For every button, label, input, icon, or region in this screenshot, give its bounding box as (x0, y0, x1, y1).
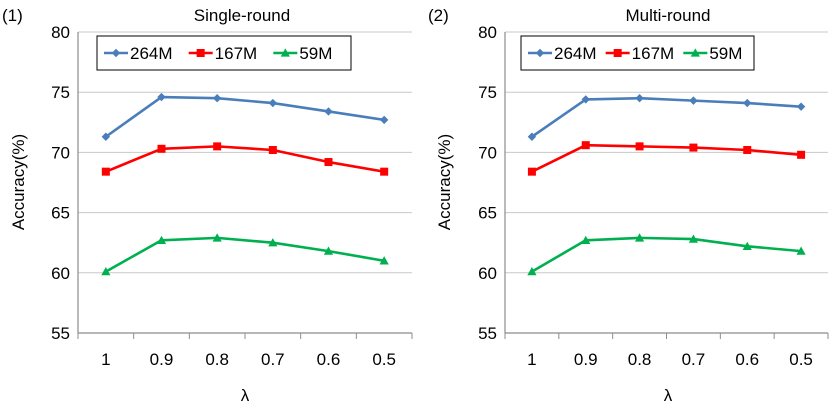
legend-label-167M: 167M (632, 44, 675, 63)
data-point-264M (268, 98, 278, 108)
data-point-167M (527, 167, 536, 176)
legend-marker-167M (196, 49, 205, 57)
x-axis-label: λ (241, 386, 250, 405)
chart-title: Multi-round (625, 6, 710, 25)
data-point-167M (213, 142, 222, 151)
legend-label-264M: 264M (554, 44, 597, 63)
y-tick-label: 70 (478, 143, 497, 162)
data-point-264M (101, 132, 111, 141)
legend: 264M 167M 59M (520, 35, 755, 71)
data-point-264M (689, 96, 698, 105)
data-point-59M (634, 233, 645, 242)
x-tick-label: 0.7 (682, 350, 706, 369)
y-tick-label: 60 (478, 264, 497, 283)
y-tick-label: 80 (51, 23, 70, 42)
legend-box (96, 35, 352, 71)
x-tick-label: 0.5 (372, 350, 396, 369)
data-point-264M (581, 95, 590, 104)
data-point-264M (379, 115, 389, 125)
data-point-167M (689, 143, 698, 152)
legend-label-59M: 59M (299, 44, 332, 63)
legend-label-167M: 167M (215, 44, 258, 63)
y-tick-label: 75 (478, 83, 497, 102)
y-tick-label: 55 (478, 324, 497, 343)
chart-panel-1: 55 60 65 70 75 80 1 0.9 0.8 0.7 0.6 0.5 (1) Single-ro… (2, 6, 413, 405)
x-tick-label: 0.8 (628, 350, 652, 369)
x-tick-label: 0.8 (205, 350, 229, 369)
data-point-264M (324, 107, 333, 116)
data-point-167M (581, 141, 590, 150)
legend-marker-59M (690, 48, 700, 57)
data-point-59M (268, 238, 278, 247)
data-point-59M (379, 256, 389, 265)
legend-marker-167M (613, 49, 622, 57)
y-tick-label: 60 (51, 264, 70, 283)
data-point-167M (380, 167, 389, 176)
x-tick-label: 1 (527, 350, 536, 369)
data-point-264M (212, 94, 222, 103)
series-line-167M (531, 143, 802, 173)
data-point-59M (323, 246, 334, 255)
y-axis-label: Accuracy(%) (435, 134, 454, 230)
data-point-167M (101, 167, 110, 176)
y-tick-label: 65 (478, 204, 497, 223)
data-point-59M (796, 246, 806, 255)
data-point-167M (268, 145, 277, 154)
legend-label-59M: 59M (709, 44, 742, 63)
y-tick-label: 55 (51, 324, 70, 343)
data-point-59M (101, 266, 111, 276)
data-point-264M (527, 132, 537, 141)
series-line-167M (105, 145, 385, 173)
x-tick-label: 0.6 (735, 350, 759, 369)
y-tick-label: 65 (51, 204, 70, 223)
x-tick-label: 0.7 (261, 350, 285, 369)
panel-label: (1) (2, 6, 23, 25)
panel-label: (2) (428, 6, 449, 25)
y-tick-label: 80 (478, 23, 497, 42)
x-tick-label: 0.9 (574, 350, 598, 369)
data-point-59M (742, 241, 752, 250)
legend: 264M 167M 59M (96, 35, 352, 71)
legend-box (520, 35, 755, 71)
chart-title: Single-round (194, 6, 290, 25)
data-point-264M (157, 92, 166, 102)
data-point-167M (157, 144, 166, 153)
series-line-264M (531, 96, 802, 138)
y-tick-label: 75 (51, 83, 70, 102)
data-point-59M (212, 233, 222, 242)
data-point-59M (688, 234, 699, 243)
x-tick-label: 0.5 (789, 350, 813, 369)
data-point-167M (797, 150, 806, 159)
data-point-264M (796, 102, 806, 111)
x-tick-label: 0.9 (150, 350, 174, 369)
series-line-59M (531, 236, 802, 273)
legend-label-264M: 264M (130, 44, 173, 63)
legend-marker-264M (535, 48, 545, 58)
x-axis-label: λ (664, 386, 673, 405)
chart-panel-2: 55 60 65 70 75 80 1 0.9 0.8 0.7 0.6 0.5 (2) Multi-rou… (428, 6, 829, 405)
data-point-59M (156, 235, 167, 244)
data-point-167M (743, 145, 752, 154)
series-line-59M (105, 236, 385, 273)
x-tick-label: 1 (101, 350, 110, 369)
data-point-59M (581, 235, 591, 244)
series-line-264M (105, 95, 385, 138)
legend-marker-59M (280, 48, 290, 57)
legend-marker-264M (111, 48, 121, 58)
data-point-167M (324, 158, 333, 167)
x-tick-label: 0.6 (317, 350, 341, 369)
y-axis-label: Accuracy(%) (9, 134, 28, 230)
data-point-264M (635, 94, 644, 103)
data-point-59M (527, 266, 537, 276)
y-tick-label: 70 (51, 143, 70, 162)
data-point-264M (743, 98, 752, 108)
data-point-167M (635, 142, 644, 151)
